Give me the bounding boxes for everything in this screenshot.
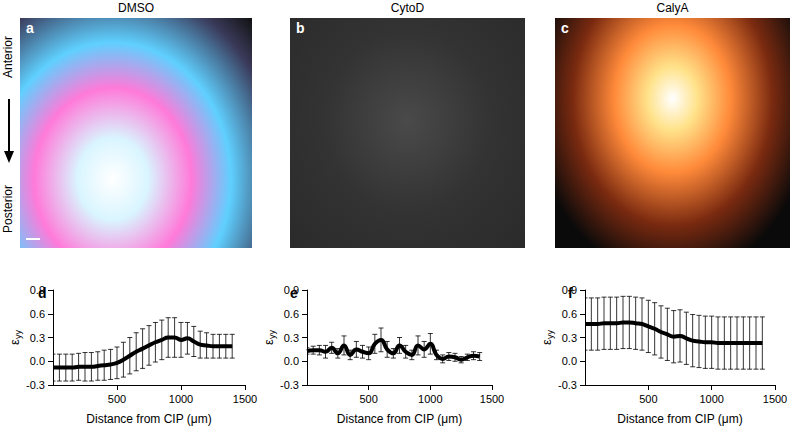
html-text:a: a	[26, 20, 34, 36]
svg-text:0.0: 0.0	[284, 355, 299, 367]
html-text:CalyA: CalyA	[656, 1, 689, 15]
svg-text:1000: 1000	[418, 393, 442, 405]
svg-text:0.0: 0.0	[562, 355, 577, 367]
svg-text:yy: yy	[13, 330, 23, 340]
html-text:b: b	[296, 20, 305, 36]
svg-text:yy: yy	[545, 330, 555, 340]
svg-text:500: 500	[639, 393, 657, 405]
svg-text:0.9: 0.9	[30, 284, 45, 296]
svg-text:1000: 1000	[699, 393, 723, 405]
html-text:CytoD: CytoD	[390, 1, 425, 15]
svg-text:0.9: 0.9	[562, 284, 577, 296]
svg-text:1000: 1000	[169, 393, 193, 405]
html-text:DMSO: DMSO	[118, 1, 154, 15]
svg-text:0.0: 0.0	[30, 355, 45, 367]
svg-text:Distance from CIP (μm): Distance from CIP (μm)	[86, 412, 211, 426]
svg-text:-0.3: -0.3	[558, 379, 577, 391]
svg-text:1500: 1500	[233, 393, 257, 405]
svg-text:1500: 1500	[763, 393, 787, 405]
svg-text:0.6: 0.6	[284, 308, 299, 320]
svg-text:500: 500	[359, 393, 377, 405]
html-text:Posterior: Posterior	[1, 185, 15, 233]
svg-text:500: 500	[108, 393, 126, 405]
html-text:Anterior: Anterior	[1, 36, 15, 78]
html-text:c: c	[561, 20, 569, 36]
svg-text:Distance from CIP (μm): Distance from CIP (μm)	[337, 412, 462, 426]
svg-text:0.6: 0.6	[562, 308, 577, 320]
svg-text:0.3: 0.3	[562, 332, 577, 344]
svg-text:-0.3: -0.3	[280, 379, 299, 391]
svg-text:0.3: 0.3	[30, 332, 45, 344]
svg-text:yy: yy	[267, 330, 277, 340]
svg-text:ε: ε	[261, 339, 277, 345]
svg-text:-0.3: -0.3	[26, 379, 45, 391]
svg-text:0.9: 0.9	[284, 284, 299, 296]
svg-text:0.3: 0.3	[284, 332, 299, 344]
svg-text:ε: ε	[539, 339, 555, 345]
svg-text:Distance from CIP (μm): Distance from CIP (μm)	[617, 412, 742, 426]
svg-text:ε: ε	[7, 339, 23, 345]
svg-text:1500: 1500	[480, 393, 504, 405]
svg-text:0.6: 0.6	[30, 308, 45, 320]
